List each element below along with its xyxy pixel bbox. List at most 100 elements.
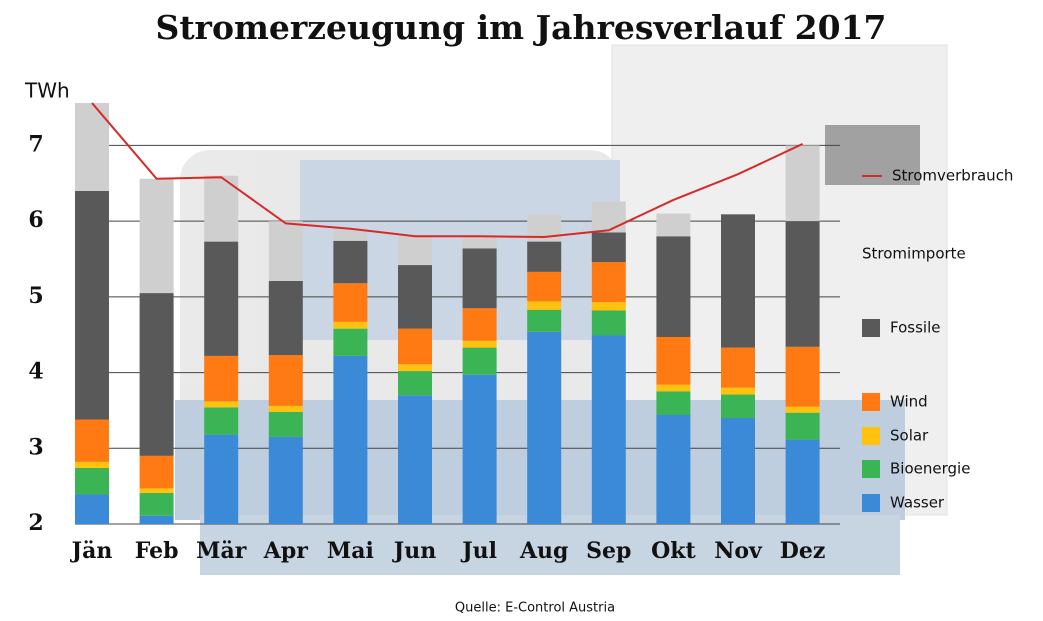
bar-segment bbox=[204, 356, 238, 401]
legend-swatch bbox=[862, 494, 880, 512]
bar-segment bbox=[398, 364, 432, 371]
bar-segment bbox=[527, 242, 561, 272]
bar-segment bbox=[398, 236, 432, 265]
x-tick-label: Mai bbox=[327, 538, 374, 564]
bar-segment bbox=[463, 308, 497, 341]
bar-segment bbox=[463, 341, 497, 348]
legend-label: Solar bbox=[890, 427, 929, 445]
bar-segment bbox=[140, 488, 174, 493]
bar-segment bbox=[786, 347, 820, 407]
bar-segment bbox=[398, 371, 432, 395]
bar-segment bbox=[786, 145, 820, 221]
bar-segment bbox=[75, 468, 109, 495]
y-tick-label: 7 bbox=[28, 131, 43, 157]
legend-label: Wind bbox=[890, 393, 928, 411]
bar-segment bbox=[656, 415, 690, 524]
bar-segment bbox=[592, 262, 626, 302]
x-tick-label: Okt bbox=[651, 538, 696, 564]
y-axis-label: TWh bbox=[24, 79, 70, 103]
bar-segment bbox=[786, 440, 820, 524]
bar-segment bbox=[592, 310, 626, 335]
bar-segment bbox=[204, 407, 238, 434]
bar-segment bbox=[463, 248, 497, 308]
bar-segment bbox=[140, 456, 174, 489]
bar-segment bbox=[656, 385, 690, 392]
bar-segment bbox=[204, 435, 238, 524]
y-tick-label: 5 bbox=[28, 283, 43, 309]
bar-segment bbox=[527, 301, 561, 309]
bar-segment bbox=[786, 413, 820, 440]
bar-segment bbox=[269, 355, 303, 406]
bar-segment bbox=[592, 302, 626, 310]
bar-segment bbox=[75, 462, 109, 468]
x-tick-label: Sep bbox=[586, 538, 631, 564]
bar-segment bbox=[721, 388, 755, 395]
bar-segment bbox=[656, 337, 690, 385]
bar-segment bbox=[463, 375, 497, 524]
bar-segment bbox=[398, 265, 432, 329]
bar-segment bbox=[75, 191, 109, 420]
bar-segment bbox=[333, 329, 367, 356]
legend-swatch bbox=[862, 319, 880, 337]
bar-segment bbox=[656, 236, 690, 337]
chart: Stromerzeugung im Jahresverlauf 2017 TWh… bbox=[0, 0, 1043, 621]
chart-title: Stromerzeugung im Jahresverlauf 2017 bbox=[155, 8, 886, 47]
y-tick-label: 4 bbox=[28, 359, 43, 385]
x-tick-label: Dez bbox=[780, 538, 826, 564]
bar-segment bbox=[721, 348, 755, 388]
y-tick-label: 6 bbox=[28, 207, 43, 233]
bar-segment bbox=[140, 293, 174, 456]
legend-swatch bbox=[862, 427, 880, 445]
bar-segment bbox=[592, 201, 626, 232]
x-tick-label: Feb bbox=[135, 538, 179, 564]
bar-segment bbox=[527, 272, 561, 302]
bar-segment bbox=[140, 179, 174, 293]
source-note: Quelle: E-Control Austria bbox=[455, 601, 615, 616]
x-tick-label: Mär bbox=[196, 538, 247, 564]
bar-segment bbox=[269, 412, 303, 437]
bar-segment bbox=[398, 395, 432, 524]
bar-segment bbox=[269, 437, 303, 524]
x-tick-label: Jul bbox=[460, 538, 497, 564]
bar-segment bbox=[463, 348, 497, 375]
bar-segment bbox=[463, 236, 497, 248]
x-tick-label: Nov bbox=[714, 538, 763, 564]
legend-label: Stromverbrauch bbox=[892, 167, 1013, 185]
bar-segment bbox=[204, 401, 238, 407]
bar-segment bbox=[333, 241, 367, 283]
bar-segment bbox=[656, 214, 690, 237]
bar-segment bbox=[269, 281, 303, 355]
bar-segment bbox=[786, 407, 820, 413]
bar-segment bbox=[656, 392, 690, 415]
bar-segment bbox=[786, 221, 820, 347]
bar-segment bbox=[398, 329, 432, 365]
y-tick-label: 3 bbox=[28, 434, 43, 460]
bar-segment bbox=[592, 335, 626, 524]
bar-segment bbox=[333, 283, 367, 322]
legend-swatch bbox=[862, 460, 880, 478]
x-tick-label: Jun bbox=[392, 538, 436, 564]
bar-segment bbox=[269, 221, 303, 281]
bar-segment bbox=[140, 516, 174, 524]
bar-segment bbox=[75, 420, 109, 462]
bar-segment bbox=[140, 493, 174, 516]
legend-swatch bbox=[862, 393, 880, 411]
bar-segment bbox=[527, 332, 561, 524]
bar-segment bbox=[721, 418, 755, 524]
bar-segment bbox=[269, 406, 303, 412]
bar-segment bbox=[75, 494, 109, 524]
bar-segment bbox=[721, 214, 755, 347]
x-tick-label: Aug bbox=[519, 538, 568, 564]
x-tick-label: Jän bbox=[70, 538, 113, 564]
bar-segment bbox=[592, 233, 626, 263]
bar-segment bbox=[527, 310, 561, 332]
bar-segment bbox=[721, 395, 755, 418]
y-tick-label: 2 bbox=[28, 510, 43, 536]
x-tick-label: Apr bbox=[263, 538, 308, 564]
legend-label: Bioenergie bbox=[890, 460, 970, 478]
bar-segment bbox=[333, 356, 367, 524]
legend-label: Fossile bbox=[890, 319, 940, 337]
bar-segment bbox=[333, 322, 367, 329]
legend-label: Stromimporte bbox=[862, 245, 966, 263]
legend-label: Wasser bbox=[890, 494, 945, 512]
